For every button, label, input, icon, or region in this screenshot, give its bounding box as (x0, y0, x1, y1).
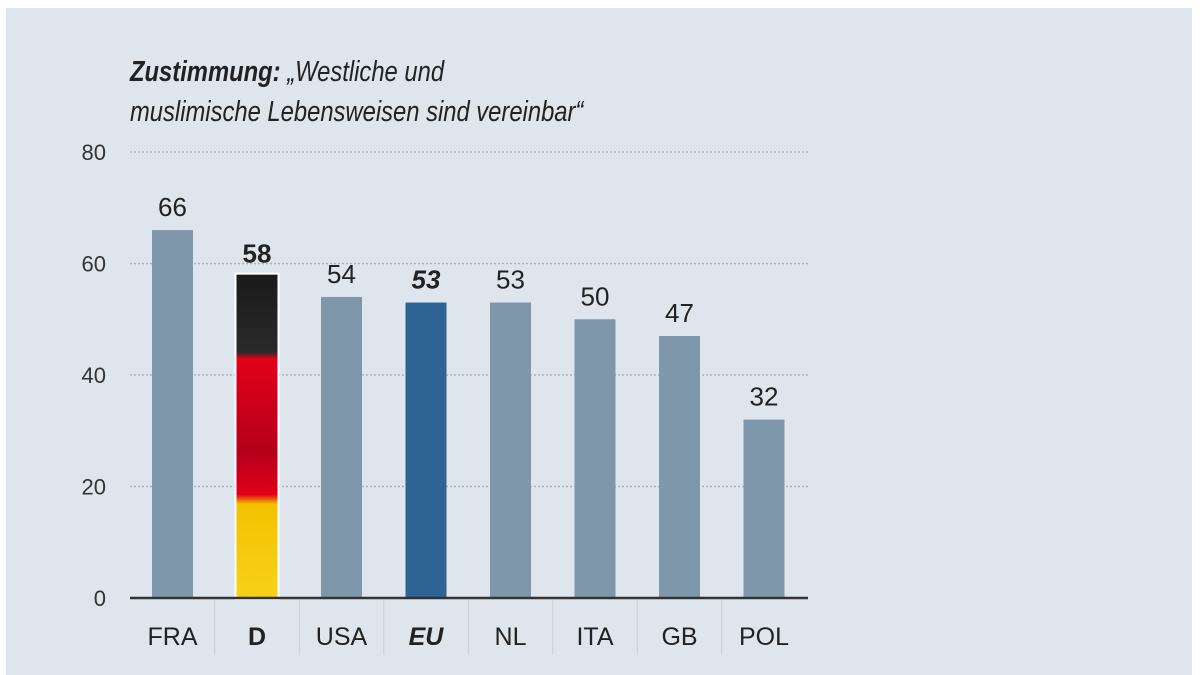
bar-d (236, 274, 278, 598)
y-tick-label: 60 (82, 252, 106, 277)
data-label-eu: 53 (412, 265, 441, 295)
bar-pol (743, 419, 785, 598)
data-label-fra: 66 (158, 192, 187, 222)
data-label-pol: 32 (750, 382, 779, 412)
chart-title: Zustimmung: „Westliche und muslimische Le… (130, 52, 583, 132)
y-tick-label: 80 (82, 140, 106, 165)
y-tick-label: 40 (82, 363, 106, 388)
x-tick-label-usa: USA (316, 623, 368, 651)
data-label-gb: 47 (665, 298, 694, 328)
x-tick-label-d: D (248, 623, 266, 651)
x-tick-label-eu: EU (409, 623, 445, 651)
bar-eu (405, 302, 447, 598)
x-tick-label-pol: POL (739, 623, 789, 651)
data-label-nl: 53 (496, 265, 525, 295)
chart-title-line1: „Westliche und (287, 56, 445, 88)
bar-fra (152, 230, 193, 599)
x-tick-label-gb: GB (661, 623, 697, 651)
chart-title-bold: Zustimmung: (130, 56, 281, 88)
y-tick-label: 0 (94, 586, 106, 611)
bar-nl (490, 302, 531, 598)
data-label-d: 58 (243, 239, 272, 269)
y-tick-label: 20 (82, 475, 106, 500)
chart-title-line2: muslimische Lebensweisen sind vereinbar“ (130, 96, 584, 128)
x-tick-label-fra: FRA (148, 623, 198, 651)
data-label-usa: 54 (327, 259, 356, 289)
x-tick-label-nl: NL (495, 623, 527, 651)
data-label-ita: 50 (581, 281, 610, 311)
bar-gb (659, 335, 700, 598)
bar-usa (321, 296, 362, 598)
bar-ita (574, 319, 616, 598)
x-tick-label-ita: ITA (576, 623, 613, 651)
